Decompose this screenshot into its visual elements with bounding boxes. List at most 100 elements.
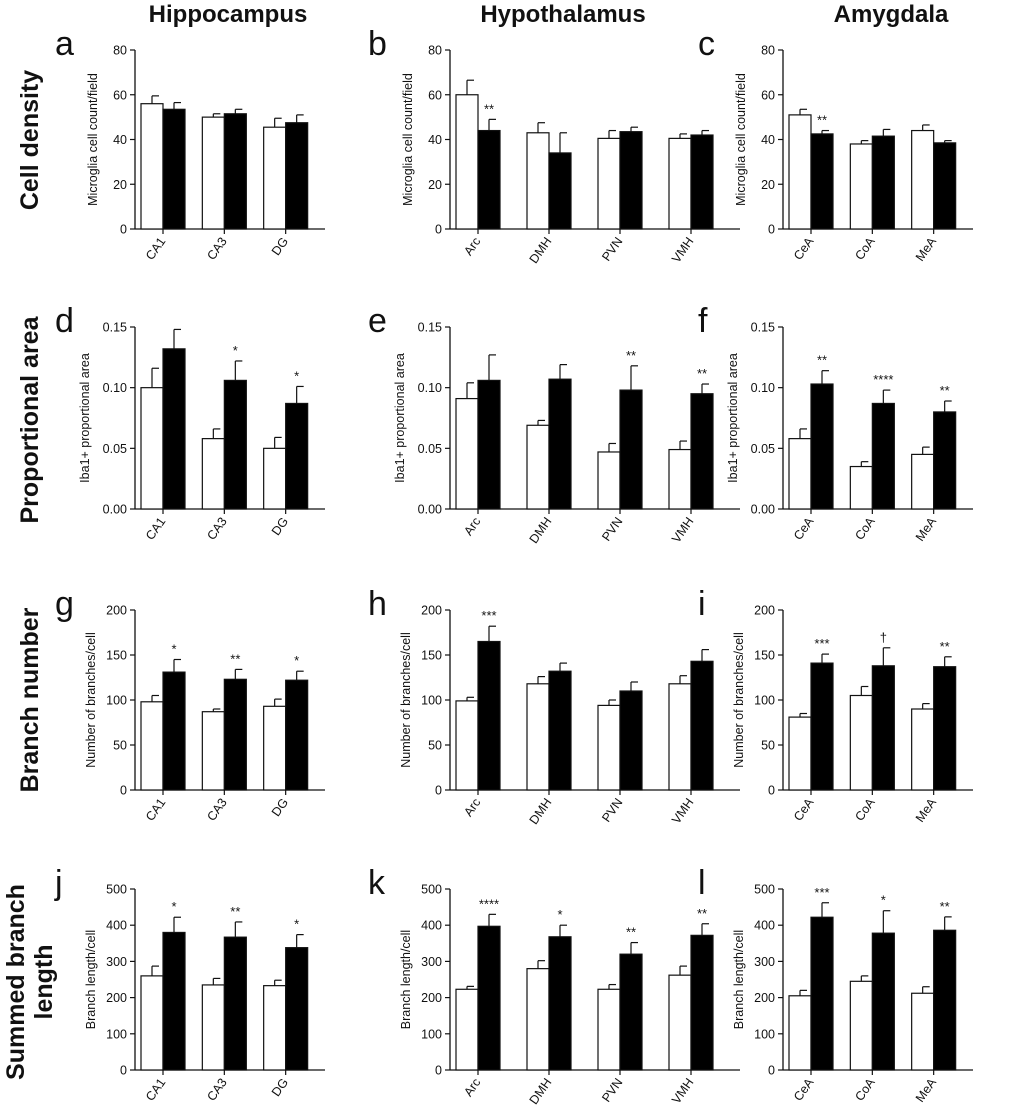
y-axis-label: Iba1+ proportional area	[726, 353, 740, 483]
y-tick-label: 80	[113, 44, 127, 58]
significance-marker: **	[817, 353, 827, 368]
bar-control	[526, 683, 550, 791]
panel-a: a 0 20 40 60 80 Microglia cell count/field CA1 C…	[55, 25, 325, 263]
significance-marker: *	[294, 368, 299, 383]
bar-treated	[690, 934, 714, 1071]
y-tick-label: 0.10	[418, 381, 442, 395]
bar-treated	[285, 402, 309, 510]
column-title: Hypothalamus	[480, 1, 645, 28]
row-title: Cell density	[16, 70, 44, 210]
x-tick-label: DMH	[527, 235, 555, 266]
row-title: Summed branch	[2, 884, 30, 1080]
panel-letter: i	[698, 585, 706, 623]
significance-marker: *	[171, 642, 176, 657]
x-tick-label: CeA	[791, 795, 817, 823]
significance-marker: *	[294, 917, 299, 932]
x-tick-label: MeA	[913, 234, 940, 264]
y-tick-label: 0	[768, 1064, 775, 1078]
bar-treated	[223, 936, 247, 1071]
y-tick-label: 200	[106, 604, 127, 618]
y-tick-label: 0	[768, 223, 775, 237]
bar-control	[455, 988, 479, 1071]
bar-control	[849, 980, 873, 1071]
bar-control	[788, 438, 812, 510]
bar-control	[597, 988, 621, 1071]
x-tick-label: DG	[269, 1076, 291, 1099]
bar-control	[201, 984, 225, 1071]
x-tick-label: PVN	[599, 796, 625, 825]
y-tick-label: 20	[428, 178, 442, 192]
y-tick-label: 500	[106, 883, 127, 897]
bar-control	[455, 94, 479, 230]
x-tick-label: CeA	[791, 234, 817, 262]
bar-treated	[619, 953, 643, 1071]
x-tick-label: PVN	[599, 235, 625, 264]
bar-control	[668, 974, 692, 1071]
bar-treated	[810, 662, 834, 791]
y-tick-label: 200	[754, 991, 775, 1005]
bar-treated	[162, 671, 186, 791]
significance-marker: **	[626, 925, 636, 940]
y-tick-label: 100	[421, 694, 442, 708]
x-tick-label: DMH	[527, 1076, 555, 1107]
significance-marker: **	[230, 904, 240, 919]
bar-treated	[619, 690, 643, 791]
y-tick-label: 300	[106, 955, 127, 969]
y-tick-label: 40	[428, 133, 442, 147]
x-tick-label: Arc	[461, 235, 483, 258]
significance-marker: **	[230, 651, 240, 666]
x-tick-label: DMH	[527, 796, 555, 827]
y-axis-label: Iba1+ proportional area	[393, 353, 407, 483]
bar-treated	[477, 379, 501, 510]
significance-marker: **	[484, 101, 494, 116]
bar-treated	[477, 129, 501, 230]
y-tick-label: 50	[113, 739, 127, 753]
x-tick-label: VMH	[669, 515, 696, 546]
x-tick-label: VMH	[669, 1076, 696, 1107]
significance-marker: **	[940, 639, 950, 654]
panel-c: c 0 20 40 60 80 Microglia cell count/field ** Ce…	[698, 25, 973, 264]
panel-j: j 0 100 200 300 400 500 Branch length/cell * CA1 *…	[54, 864, 325, 1104]
bar-control	[201, 711, 225, 791]
bar-treated	[810, 916, 834, 1071]
y-tick-label: 0	[768, 784, 775, 798]
y-tick-label: 0	[120, 223, 127, 237]
row-title: Proportional area	[16, 315, 44, 523]
y-axis-label: Microglia cell count/field	[734, 73, 748, 206]
x-tick-label: CeA	[791, 1075, 817, 1103]
bar-control	[140, 103, 164, 230]
bar-treated	[223, 678, 247, 791]
y-tick-label: 0.05	[103, 442, 127, 456]
bar-treated	[162, 348, 186, 510]
x-tick-label: CoA	[852, 795, 878, 823]
panel-i: i 0 50 100 150 200 Number of branches/cell *** C…	[698, 585, 973, 825]
panel-letter: j	[54, 864, 63, 902]
significance-marker: **	[697, 906, 707, 921]
panel-letter: h	[368, 585, 387, 623]
y-tick-label: 150	[754, 649, 775, 663]
x-tick-label: VMH	[669, 235, 696, 266]
y-tick-label: 20	[761, 178, 775, 192]
y-tick-label: 0.15	[103, 321, 127, 335]
significance-marker: *	[881, 893, 886, 908]
panel-letter: e	[368, 302, 387, 340]
x-tick-label: DMH	[527, 515, 555, 546]
x-tick-label: Arc	[461, 1076, 483, 1099]
panel-letter: c	[698, 25, 715, 63]
y-tick-label: 40	[761, 133, 775, 147]
bar-control	[455, 397, 479, 510]
bar-treated	[690, 393, 714, 510]
x-tick-label: PVN	[599, 515, 625, 544]
significance-marker: **	[940, 899, 950, 914]
y-axis-label: Number of branches/cell	[732, 632, 746, 767]
y-tick-label: 0.15	[751, 321, 775, 335]
bar-treated	[690, 660, 714, 791]
y-tick-label: 0.10	[103, 381, 127, 395]
bar-control	[140, 701, 164, 791]
panel-letter: k	[368, 864, 386, 902]
bar-control	[140, 387, 164, 510]
bar-treated	[162, 931, 186, 1071]
bar-treated	[871, 135, 895, 230]
